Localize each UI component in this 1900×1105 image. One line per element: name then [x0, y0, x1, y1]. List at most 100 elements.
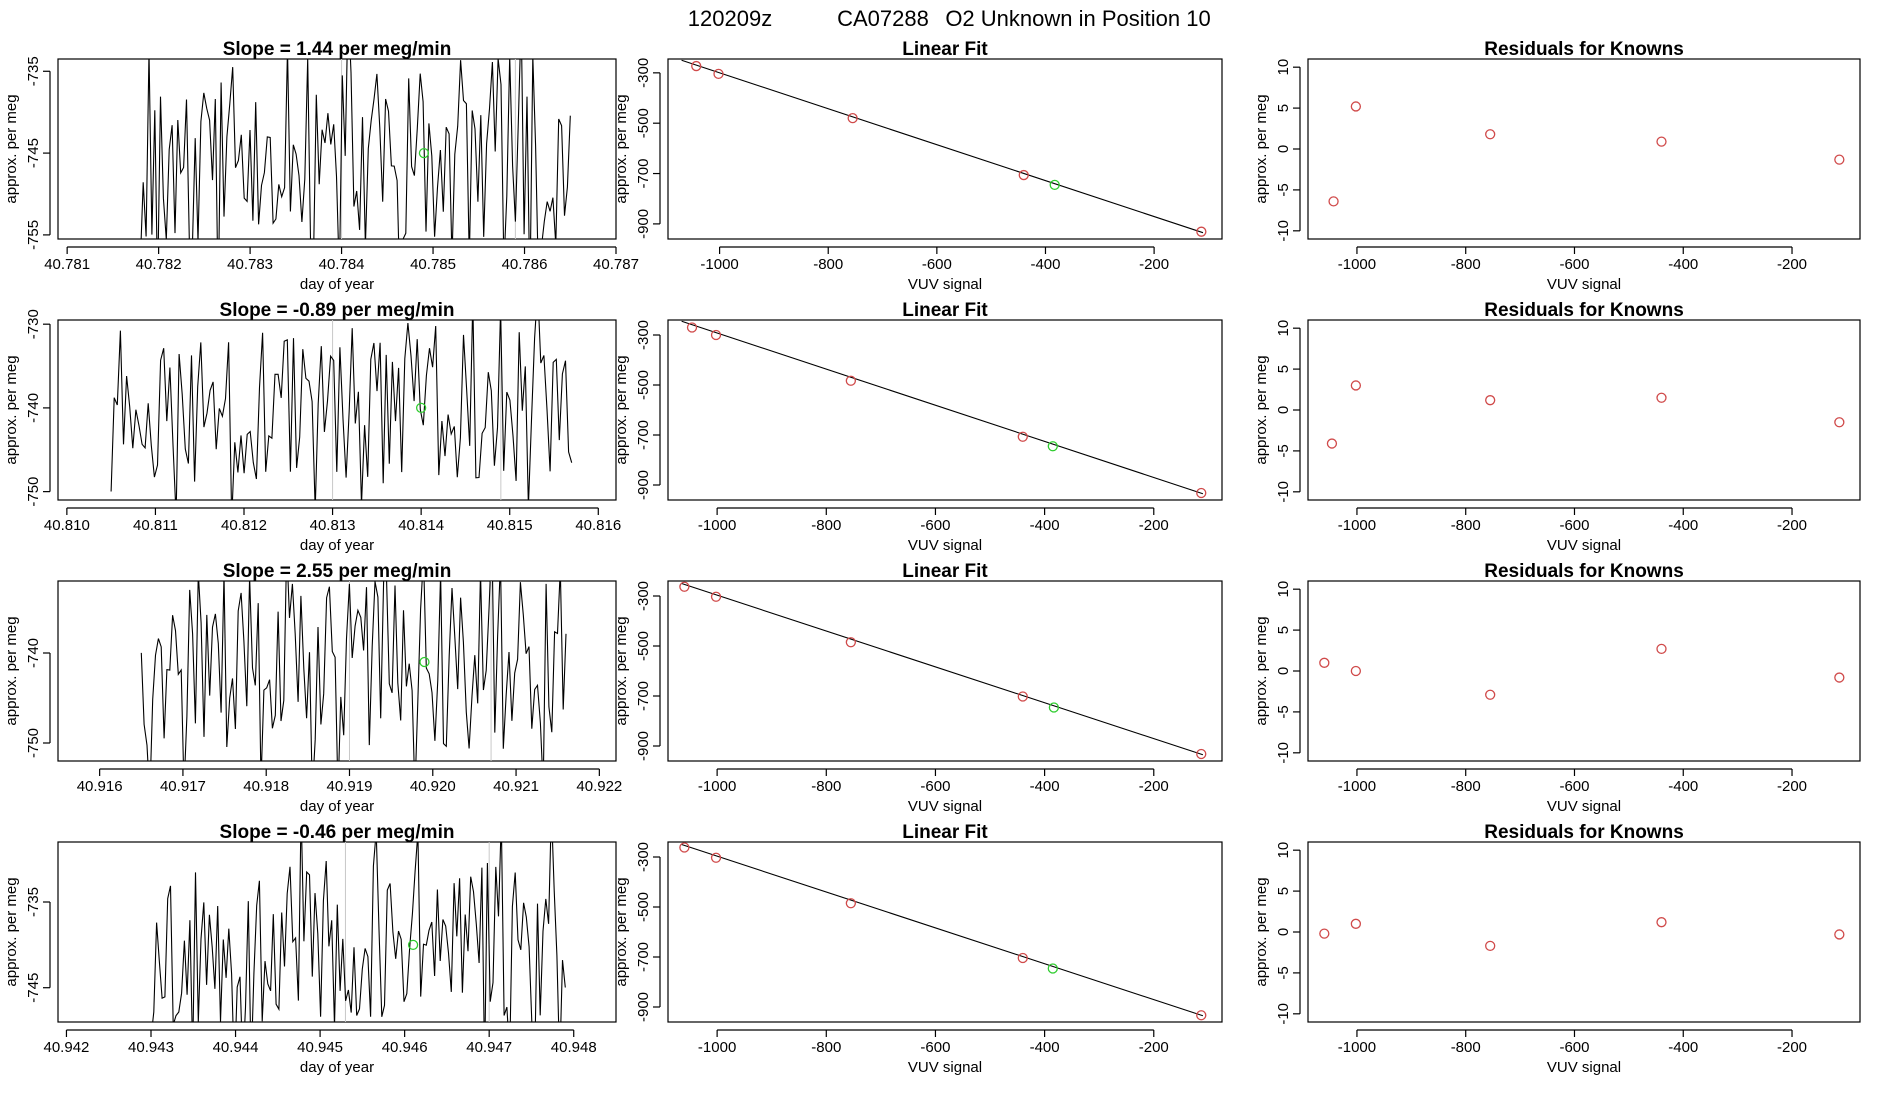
x-tick-label: -600 — [922, 256, 952, 273]
y-tick-label: -745 — [25, 973, 42, 1003]
y-tick-label: -700 — [635, 159, 652, 189]
known-point — [710, 329, 722, 341]
x-tick-label: -1000 — [1338, 517, 1376, 534]
x-tick-label: -800 — [1451, 256, 1481, 273]
x-tick-label: 40.787 — [593, 256, 639, 273]
panel-r2-trace: Slope = -0.89 per meg/min 40.810 40.811 40.… — [3, 300, 621, 554]
y-tick-label: -745 — [25, 138, 42, 168]
trace-line — [140, 59, 571, 239]
known-point — [710, 852, 722, 863]
known-point — [691, 60, 702, 72]
x-tick-label: -200 — [1139, 778, 1169, 795]
y-tick-label: 5 — [1275, 887, 1292, 895]
y-axis-label: approx. per meg — [3, 616, 20, 725]
panel-title: Residuals for Knowns — [1484, 561, 1684, 582]
x-axis-label: VUV signal — [1547, 1059, 1621, 1076]
x-tick-label: -400 — [1030, 517, 1060, 534]
y-tick-label: -300 — [635, 320, 652, 350]
plot-frame — [667, 841, 1223, 1023]
y-tick-label: -300 — [635, 581, 652, 611]
panel-title: Residuals for Knowns — [1484, 300, 1684, 321]
panel-r2-fit: Linear Fit -1000 -800 -600 -400 -200 VUV signa… — [613, 300, 1223, 554]
y-axis-label: approx. per meg — [3, 94, 20, 203]
residual-point — [1656, 643, 1667, 655]
y-axis-label: approx. per meg — [613, 616, 630, 725]
x-tick-label: 40.945 — [297, 1039, 343, 1056]
unknown-point — [1049, 179, 1060, 191]
residual-point — [1350, 918, 1362, 929]
x-tick-label: -1000 — [698, 778, 736, 795]
y-tick-label: -5 — [1275, 705, 1292, 718]
x-tick-label: 40.785 — [410, 256, 456, 273]
plot-frame — [57, 319, 617, 501]
known-point — [847, 113, 858, 124]
x-tick-label: 40.916 — [77, 778, 123, 795]
x-tick-label: 40.810 — [44, 517, 90, 534]
x-tick-label: -600 — [1559, 1039, 1589, 1056]
x-axis-label: day of year — [300, 798, 374, 815]
known-point — [1196, 226, 1207, 237]
x-tick-label: 40.781 — [44, 256, 90, 273]
y-tick-label: -300 — [635, 842, 652, 872]
x-tick-label: 40.917 — [160, 778, 206, 795]
panel-title: Residuals for Knowns — [1484, 39, 1684, 60]
panel-r3-resid: Residuals for Knowns -1000 -800 -600 -400 -20… — [1253, 561, 1861, 815]
x-tick-label: 40.948 — [551, 1039, 597, 1056]
plot-frame — [57, 841, 617, 1023]
figure-title-tank: CA07288 — [837, 6, 929, 31]
known-point — [845, 637, 856, 648]
plot-area — [1319, 917, 1845, 952]
x-tick-label: -800 — [811, 1039, 841, 1056]
y-tick-label: -735 — [25, 887, 42, 917]
x-tick-label: -1000 — [698, 1039, 736, 1056]
y-tick-label: 0 — [1275, 406, 1292, 414]
plot-area — [140, 581, 567, 761]
y-tick-label: -500 — [635, 370, 652, 400]
x-axis-label: VUV signal — [1547, 276, 1621, 293]
y-tick-label: -740 — [25, 638, 42, 668]
known-point — [679, 842, 690, 853]
y-tick-label: 10 — [1275, 320, 1292, 337]
y-tick-label: -700 — [635, 942, 652, 972]
plot-frame — [57, 58, 617, 240]
x-tick-label: 40.946 — [382, 1039, 428, 1056]
panel-title: Linear Fit — [902, 822, 988, 843]
plot-area — [679, 581, 1207, 760]
x-tick-label: 40.943 — [128, 1039, 174, 1056]
plot-area — [110, 320, 573, 500]
residual-point — [1326, 438, 1338, 449]
x-axis-label: VUV signal — [908, 1059, 982, 1076]
x-axis-label: day of year — [300, 1059, 374, 1076]
x-tick-label: -600 — [920, 517, 950, 534]
panel-title: Linear Fit — [902, 39, 988, 60]
panel-r4-fit: Linear Fit -1000 -800 -600 -400 -200 VUV signa… — [613, 822, 1223, 1076]
panel-title: Linear Fit — [902, 561, 988, 582]
panel-r1-resid: Residuals for Knowns -1000 -800 -600 -400 -20… — [1253, 39, 1861, 293]
unknown-point — [1048, 702, 1060, 713]
x-tick-label: 40.813 — [310, 517, 356, 534]
plot-frame — [667, 580, 1223, 762]
x-tick-label: -400 — [1668, 517, 1698, 534]
residual-point — [1350, 380, 1362, 391]
x-tick-label: -1000 — [1338, 256, 1376, 273]
x-axis-label: VUV signal — [908, 537, 982, 554]
known-point — [1017, 952, 1028, 964]
x-tick-label: -800 — [811, 778, 841, 795]
x-tick-label: -1000 — [1338, 1039, 1376, 1056]
known-point — [1018, 169, 1029, 181]
y-axis-label: approx. per meg — [1253, 94, 1270, 203]
y-tick-label: -5 — [1275, 183, 1292, 196]
unknown-point — [418, 147, 430, 159]
x-tick-label: 40.947 — [466, 1039, 512, 1056]
known-point — [679, 581, 690, 592]
residual-point — [1834, 672, 1845, 683]
y-tick-label: -700 — [635, 681, 652, 711]
panel-r3-trace: Slope = 2.55 per meg/min 40.916 40.917 40.9… — [3, 561, 622, 815]
x-tick-label: -800 — [811, 517, 841, 534]
plot-area — [1326, 380, 1845, 449]
x-tick-label: 40.783 — [227, 256, 273, 273]
residual-point — [1656, 136, 1667, 147]
y-tick-label: -300 — [635, 58, 652, 88]
